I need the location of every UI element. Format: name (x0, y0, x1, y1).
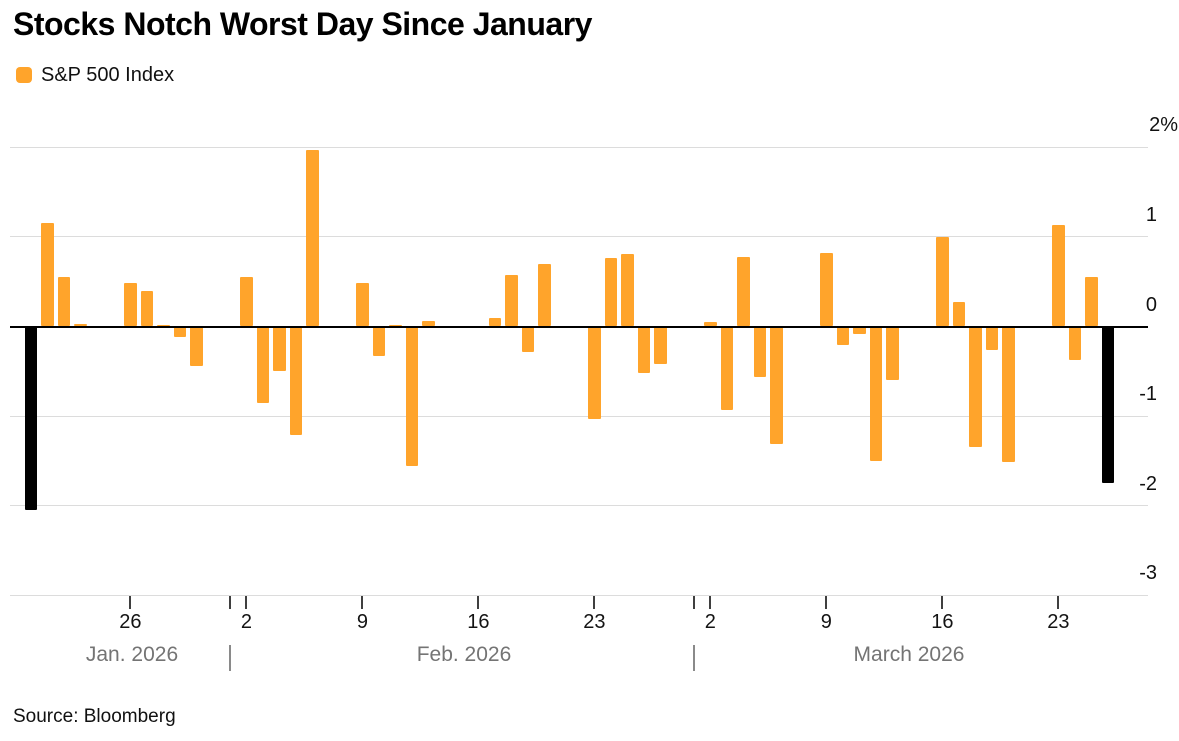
x-tick-2026-03-09 (825, 596, 828, 609)
bar-2026-01-23 (74, 323, 87, 327)
bar-2026-03-26-highlight (1101, 326, 1115, 484)
gridline--1 (10, 415, 1148, 417)
bar-2026-01-29 (173, 326, 187, 338)
x-tick-label-2026-03-16: 16 (931, 611, 954, 633)
zero-baseline (10, 325, 1148, 328)
x-tick-label-2026-02-16: 16 (467, 611, 490, 633)
y-axis-label-2%: 2% (1149, 114, 1178, 137)
bar-2026-03-18 (969, 326, 982, 447)
bar-2026-03-12 (869, 326, 883, 461)
y-axis-label--1: -1 (1139, 383, 1157, 406)
bar-2026-01-21 (41, 223, 54, 327)
bar-2026-02-26 (637, 326, 651, 374)
month-label-jan-2026: Jan. 2026 (85, 643, 179, 666)
bar-2026-02-17 (488, 317, 502, 327)
bar-2026-02-03 (256, 326, 270, 403)
gridline-1 (10, 236, 1148, 238)
bar-2026-03-02 (704, 322, 717, 327)
x-tick-2026-02-09 (361, 596, 364, 609)
bar-2026-02-24 (604, 257, 618, 327)
bar-2026-03-09 (820, 253, 833, 327)
bar-2026-02-23 (588, 326, 601, 419)
bar-2026-03-19 (985, 326, 999, 350)
bar-2026-02-12 (405, 326, 419, 467)
month-label-feb-2026: Feb. 2026 (416, 643, 512, 666)
bar-2026-03-23 (1052, 225, 1065, 327)
bar-2026-02-25 (621, 253, 634, 327)
y-axis-label-1: 1 (1145, 203, 1157, 226)
month-boundary-tick-2026-02-01 (228, 596, 231, 609)
y-axis-label-0: 0 (1145, 293, 1157, 316)
x-tick-label-2026-01-26: 26 (119, 611, 142, 633)
bar-2026-03-05 (753, 326, 767, 377)
y-axis-label--3: -3 (1139, 562, 1157, 585)
bar-2026-02-05 (289, 326, 303, 435)
bar-2026-03-24 (1068, 326, 1082, 360)
y-axis-label--2: -2 (1139, 472, 1157, 495)
gridline--3 (10, 594, 1148, 596)
x-tick-label-2026-03-09: 9 (820, 611, 832, 633)
bar-2026-03-20 (1002, 326, 1015, 462)
bar-2026-02-09 (356, 283, 369, 327)
month-boundary-tick-2026-03-01 (692, 596, 695, 609)
month-label-march-2026: March 2026 (853, 643, 965, 666)
x-tick-2026-03-16 (941, 596, 944, 609)
bar-2026-03-06 (770, 326, 783, 444)
bar-2026-03-16 (936, 236, 949, 327)
bar-2026-03-25 (1085, 277, 1098, 327)
month-separator-2026-02-01 (228, 645, 231, 671)
bar-2026-03-11 (853, 326, 866, 334)
x-tick-2026-03-23 (1057, 596, 1060, 609)
legend: S&P 500 Index (16, 64, 174, 86)
x-tick-2026-02-02 (245, 596, 248, 609)
bar-2026-03-04 (737, 256, 750, 327)
x-tick-2026-03-02 (709, 596, 712, 609)
bar-2026-03-10 (836, 326, 850, 346)
bar-2026-01-20-highlight (24, 326, 38, 511)
bar-2026-03-13 (886, 326, 899, 381)
legend-label: S&P 500 Index (41, 63, 175, 86)
x-tick-label-2026-02-23: 23 (583, 611, 606, 633)
chart-title: Stocks Notch Worst Day Since January (13, 6, 592, 42)
x-tick-2026-01-26 (129, 596, 132, 609)
bar-2026-02-04 (273, 326, 286, 372)
gridline-2% (10, 146, 1148, 148)
x-tick-2026-02-16 (477, 596, 480, 609)
month-separator-2026-03-01 (692, 645, 695, 671)
bar-2026-01-26 (124, 283, 137, 327)
bar-2026-03-03 (720, 326, 734, 410)
bar-2026-02-27 (654, 326, 667, 365)
bar-2026-03-17 (952, 302, 966, 327)
legend-swatch-icon (16, 67, 32, 83)
bar-2026-01-27 (140, 290, 154, 327)
bar-2026-02-06 (306, 149, 319, 327)
x-tick-2026-02-23 (593, 596, 596, 609)
gridline--2 (10, 505, 1148, 507)
x-tick-label-2026-03-02: 2 (704, 611, 716, 633)
bar-2026-02-20 (538, 263, 551, 327)
x-tick-label-2026-02-09: 9 (356, 611, 368, 633)
bar-2026-02-18 (505, 275, 518, 327)
bar-2026-01-22 (57, 277, 71, 327)
bar-2026-02-10 (372, 326, 386, 357)
x-tick-label-2026-02-02: 2 (240, 611, 252, 633)
bar-2026-02-13 (422, 321, 435, 327)
x-tick-label-2026-03-23: 23 (1047, 611, 1070, 633)
bar-2026-02-02 (240, 277, 253, 327)
bar-2026-01-30 (190, 326, 203, 366)
source-credit: Source: Bloomberg (13, 706, 176, 727)
bar-2026-02-19 (521, 326, 535, 352)
